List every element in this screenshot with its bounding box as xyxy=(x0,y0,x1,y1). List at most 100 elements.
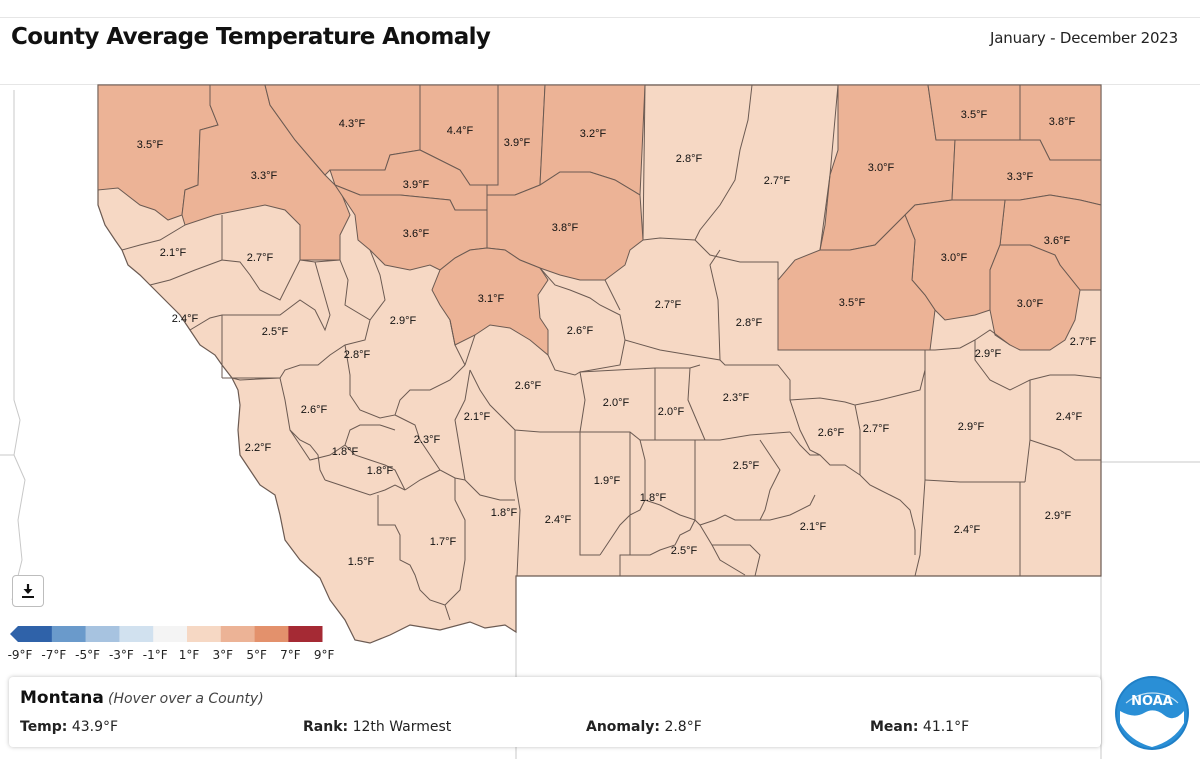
county-label: 4.4°F xyxy=(447,125,474,137)
county-label: 3.5°F xyxy=(961,109,988,121)
mean-label: Mean: xyxy=(870,719,919,735)
county-label: 1.8°F xyxy=(332,446,359,458)
county-borders xyxy=(121,84,1102,621)
hover-hint: (Hover over a County) xyxy=(108,691,264,707)
legend-swatch xyxy=(220,626,255,642)
county-label: 2.2°F xyxy=(245,442,272,454)
temp-stat: Temp: 43.9°F xyxy=(20,719,118,735)
legend-label: -5°F xyxy=(75,648,101,662)
noaa-logo-text: NOAA xyxy=(1131,694,1173,709)
county-label: 1.8°F xyxy=(640,492,667,504)
rank-label: Rank: xyxy=(303,719,349,735)
county-label: 3.3°F xyxy=(251,170,278,182)
info-panel: Montana (Hover over a County) Temp: 43.9… xyxy=(9,677,1101,747)
page-title: County Average Temperature Anomaly xyxy=(11,24,491,50)
legend-label: 7°F xyxy=(280,648,301,662)
county-label: 2.7°F xyxy=(764,175,791,187)
mean-value: 41.1°F xyxy=(922,719,970,735)
county-label: 2.1°F xyxy=(800,521,827,533)
county-label: 2.6°F xyxy=(515,380,542,392)
county-label: 2.6°F xyxy=(301,404,328,416)
county-label: 3.0°F xyxy=(868,162,895,174)
legend-label: 9°F xyxy=(313,648,335,662)
county-label: 2.7°F xyxy=(1070,336,1097,348)
county-label: 2.3°F xyxy=(723,392,750,404)
county-label: 2.4°F xyxy=(545,514,572,526)
county-label: 2.4°F xyxy=(1056,411,1083,423)
county-label: 2.9°F xyxy=(975,348,1002,360)
county-label: 1.7°F xyxy=(430,536,457,548)
download-icon xyxy=(22,584,34,598)
county-label: 2.0°F xyxy=(658,406,685,418)
county-label: 3.0°F xyxy=(1017,298,1044,310)
county-label: 2.8°F xyxy=(676,153,703,165)
county-label: 2.3°F xyxy=(414,434,441,446)
county-label: 2.1°F xyxy=(160,247,187,259)
county-label: 1.5°F xyxy=(348,556,375,568)
legend-swatch xyxy=(187,626,222,642)
county-label: 4.3°F xyxy=(339,118,366,130)
anomaly-stat: Anomaly: 2.8°F xyxy=(586,719,702,735)
temp-value: 43.9°F xyxy=(71,719,119,735)
county-label: 1.8°F xyxy=(367,465,394,477)
county-label: 2.4°F xyxy=(954,524,981,536)
legend-label: 3°F xyxy=(212,648,234,662)
date-range: January - December 2023 xyxy=(990,29,1178,47)
legend-label: 1°F xyxy=(178,648,200,662)
county-label: 2.5°F xyxy=(262,326,289,338)
temp-label: Temp: xyxy=(20,719,68,735)
county-label: 2.6°F xyxy=(818,427,845,439)
county-label: 2.7°F xyxy=(247,252,274,264)
rank-value: 12th Warmest xyxy=(352,719,452,735)
color-legend: -9°F -7°F -5°F -3°F -1°F 1°F 3°F 5°F 7°F 9°F xyxy=(8,626,334,666)
county-label: 2.0°F xyxy=(603,397,630,409)
county-label: 2.9°F xyxy=(958,421,985,433)
county-label: 3.0°F xyxy=(941,252,968,264)
county-label: 3.9°F xyxy=(403,179,430,191)
rank-stat: Rank: 12th Warmest xyxy=(303,719,451,735)
county-label: 3.5°F xyxy=(839,297,866,309)
legend-arrow-right xyxy=(314,626,322,642)
anomaly-value: 2.8°F xyxy=(664,719,702,735)
download-button[interactable] xyxy=(12,575,44,607)
county-label: 2.8°F xyxy=(736,317,763,329)
legend-label: -9°F xyxy=(7,648,33,662)
mean-stat: Mean: 41.1°F xyxy=(870,719,969,735)
county-label: 2.9°F xyxy=(390,315,417,327)
county-label: 3.6°F xyxy=(1044,235,1071,247)
legend-bar xyxy=(10,626,323,642)
legend-swatch xyxy=(119,626,154,642)
county-label: 2.8°F xyxy=(344,349,371,361)
legend-label: -1°F xyxy=(142,648,168,662)
legend-swatch xyxy=(153,626,188,642)
county-label: 3.8°F xyxy=(1049,116,1076,128)
legend-arrow-left xyxy=(10,626,18,642)
county-label: 1.9°F xyxy=(594,475,621,487)
county-label: 2.7°F xyxy=(863,423,890,435)
legend-swatch xyxy=(288,626,323,642)
county-label: 2.9°F xyxy=(1045,510,1072,522)
county-garfield xyxy=(777,214,936,351)
anomaly-label: Anomaly: xyxy=(586,719,660,735)
legend-swatch xyxy=(85,626,120,642)
legend-swatch xyxy=(254,626,289,642)
county-label: 3.9°F xyxy=(504,137,531,149)
county-label: 3.5°F xyxy=(137,139,164,151)
county-label: 3.8°F xyxy=(552,222,579,234)
county-label: 3.2°F xyxy=(580,128,607,140)
top-divider xyxy=(0,17,1200,18)
county-label: 3.6°F xyxy=(403,228,430,240)
county-label: 2.1°F xyxy=(464,411,491,423)
county-label: 2.5°F xyxy=(733,460,760,472)
legend-labels: -9°F -7°F -5°F -3°F -1°F 1°F 3°F 5°F 7°F 9°F xyxy=(7,648,340,664)
county-label: 2.7°F xyxy=(655,299,682,311)
warm-counties xyxy=(97,84,1102,357)
legend-label: 5°F xyxy=(246,648,267,662)
county-label: 1.8°F xyxy=(491,507,518,519)
county-label: 2.4°F xyxy=(172,313,199,325)
county-label: 3.1°F xyxy=(478,293,505,305)
legend-label: -7°F xyxy=(41,648,67,662)
neighbor-borders xyxy=(0,90,1200,759)
legend-label: -3°F xyxy=(108,648,134,662)
